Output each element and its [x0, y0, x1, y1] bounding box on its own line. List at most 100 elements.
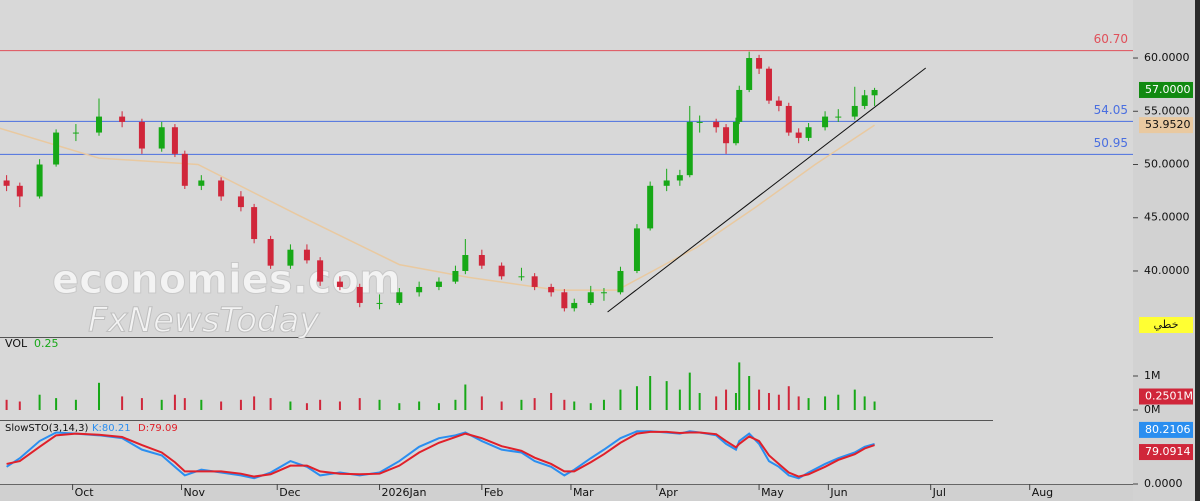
volume-label: VOL [5, 337, 28, 350]
candle-body [53, 132, 60, 165]
volume-bar [734, 393, 737, 411]
candle-body [795, 132, 802, 138]
volume-bar [358, 398, 361, 411]
volume-bar [602, 399, 605, 411]
volume-bar [619, 389, 622, 411]
stoch-tick-label: 0.0000 [1144, 477, 1183, 490]
volume-bar [5, 399, 8, 411]
candle-body [36, 164, 43, 197]
y-tick-label: 40.0000 [1144, 264, 1190, 277]
level-label: 50.95 [1094, 136, 1128, 150]
candle-body [498, 265, 505, 277]
volume-bar [253, 396, 256, 411]
candle-body [756, 58, 763, 69]
volume-bar [398, 403, 401, 411]
price-label: 80.2106 [1145, 423, 1191, 436]
candle-body [435, 281, 442, 287]
candle-body [72, 132, 79, 134]
volume-bar [738, 362, 741, 411]
x-tick-label: Apr [659, 486, 679, 499]
y-tick-label: 45.0000 [1144, 211, 1190, 224]
level-label: 60.70 [1094, 32, 1128, 46]
moving-average [0, 124, 875, 291]
price-label-box [1139, 117, 1193, 134]
volume-bar [665, 381, 668, 411]
volume-bar [520, 399, 523, 411]
candle-body [416, 286, 423, 293]
trendline [607, 67, 927, 313]
candle-body [871, 89, 878, 96]
volume-bar [437, 403, 440, 411]
volume-bar [338, 401, 341, 411]
volume-bar [863, 396, 866, 411]
volume-bar [269, 398, 272, 411]
volume-value: 0.25 [34, 337, 59, 350]
y-tick-label: 60.0000 [1144, 51, 1190, 64]
watermark: economies.com [52, 257, 401, 303]
x-tick-label: Jun [829, 486, 847, 499]
candle-body [617, 270, 624, 293]
candle-body [851, 105, 858, 117]
x-tick-label: May [761, 486, 784, 499]
x-tick-label: Dec [279, 486, 300, 499]
candle-body [396, 292, 403, 303]
mode-label: خطي [1154, 318, 1179, 331]
candle-body [723, 127, 730, 144]
x-tick-label: Aug [1032, 486, 1053, 499]
volume-bar [305, 403, 308, 411]
price-label: 53.9520 [1145, 118, 1191, 131]
candle-body [376, 302, 383, 304]
candle-body [686, 121, 693, 176]
volume-bar [173, 394, 176, 411]
legend-d: D:79.09 [138, 423, 178, 434]
candle-body [713, 121, 720, 128]
mode-box [1139, 317, 1193, 333]
volume-bar [797, 396, 800, 411]
volume-bar [160, 399, 163, 411]
candle-body [119, 116, 126, 122]
candle-body [676, 175, 683, 181]
price-label-box [1139, 444, 1193, 461]
candle-body [96, 116, 103, 133]
y-tick-label: 50.0000 [1144, 158, 1190, 171]
candle-body [732, 121, 739, 144]
volume-bar [18, 401, 21, 411]
x-tick-label: 2026Jan [382, 486, 427, 499]
volume-bar [183, 398, 186, 411]
candle-body [317, 260, 324, 282]
price-label: 0.2501M [1145, 390, 1193, 403]
volume-bar [563, 399, 566, 411]
volume-bar [480, 396, 483, 411]
volume-bar [74, 399, 77, 411]
x-tick-label: Jul [932, 486, 946, 499]
x-tick-label: Feb [484, 486, 503, 499]
candle-body [805, 127, 812, 138]
volume-bar [767, 393, 770, 411]
volume-tick-label: 1M [1144, 369, 1161, 382]
candle-body [218, 180, 225, 197]
price-label-box [1139, 388, 1193, 405]
candle-body [785, 105, 792, 133]
volume-bar [533, 398, 536, 411]
candle-body [587, 292, 594, 303]
volume-bar [500, 401, 503, 411]
candle-body [336, 281, 343, 287]
candle-body [181, 153, 188, 186]
volume-bar [378, 399, 381, 411]
candle-body [822, 116, 829, 128]
candle-body [16, 185, 23, 197]
volume-bar [289, 401, 292, 411]
candle-body [561, 292, 568, 309]
stoch-line [6, 430, 875, 478]
candle-body [835, 116, 842, 118]
price-label: 79.0914 [1145, 445, 1191, 458]
candle-body [287, 249, 294, 266]
volume-bar [748, 376, 751, 411]
volume-bar [55, 398, 58, 411]
volume-bar [98, 382, 101, 411]
x-tick-label: Mar [573, 486, 594, 499]
volume-bar [853, 389, 856, 411]
candle-body [198, 180, 205, 186]
